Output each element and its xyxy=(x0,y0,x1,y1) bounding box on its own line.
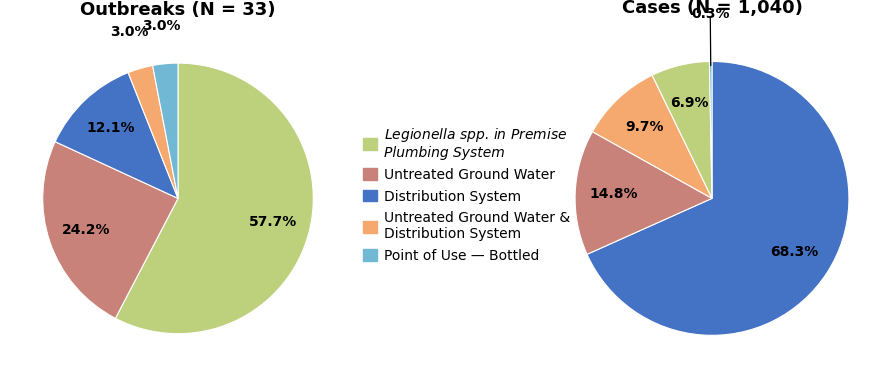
Text: 24.2%: 24.2% xyxy=(61,223,110,237)
Wedge shape xyxy=(575,131,712,254)
Text: 14.8%: 14.8% xyxy=(589,187,638,201)
Text: 68.3%: 68.3% xyxy=(771,245,819,259)
Text: 57.7%: 57.7% xyxy=(248,215,296,229)
Wedge shape xyxy=(587,61,849,335)
Title: Outbreaks (N = 33): Outbreaks (N = 33) xyxy=(80,2,276,19)
Text: 9.7%: 9.7% xyxy=(625,120,664,134)
Wedge shape xyxy=(128,65,178,198)
Wedge shape xyxy=(652,61,712,198)
Text: 3.0%: 3.0% xyxy=(110,25,149,39)
Wedge shape xyxy=(709,61,712,198)
Title: Cases (N = 1,040): Cases (N = 1,040) xyxy=(621,0,803,18)
Wedge shape xyxy=(593,75,712,198)
Text: 0.3%: 0.3% xyxy=(691,7,730,21)
Wedge shape xyxy=(43,142,178,318)
Text: 6.9%: 6.9% xyxy=(670,96,708,110)
Wedge shape xyxy=(55,73,178,198)
Text: 12.1%: 12.1% xyxy=(87,121,135,135)
Wedge shape xyxy=(116,63,313,334)
Text: 3.0%: 3.0% xyxy=(142,19,181,33)
Wedge shape xyxy=(152,63,178,198)
Legend: $\it{Legionella}$ spp. in Premise
Plumbing System, Untreated Ground Water, Distr: $\it{Legionella}$ spp. in Premise Plumbi… xyxy=(363,126,570,263)
